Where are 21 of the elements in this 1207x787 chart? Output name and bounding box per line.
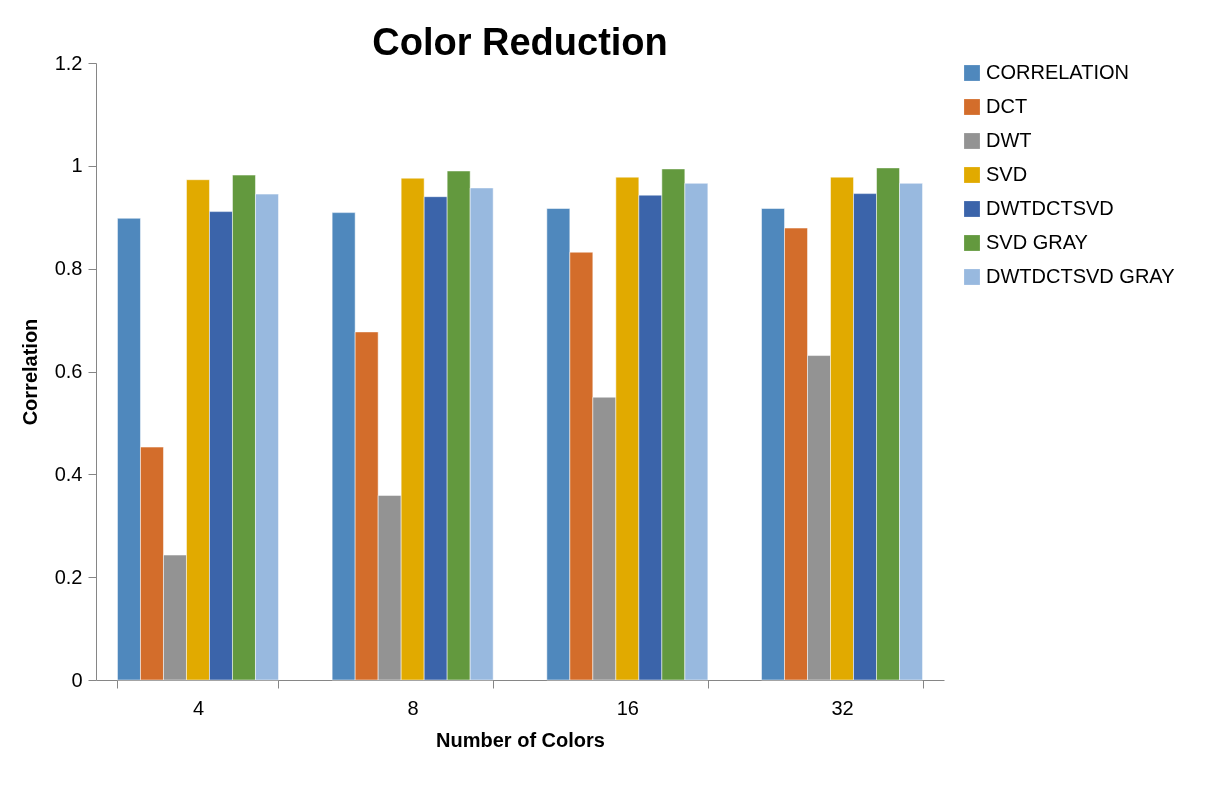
- y-tick-label: 1.2: [54, 51, 83, 74]
- y-tick-label: 0.2: [54, 565, 83, 588]
- legend-label: SVD: [986, 163, 1028, 185]
- x-axis-title: Number of Colors: [436, 728, 605, 751]
- legend-label: DWT: [986, 129, 1032, 151]
- y-tick-label: 0: [71, 668, 83, 691]
- x-tick-label: 8: [407, 696, 419, 719]
- y-tick-label: 0.4: [54, 462, 83, 485]
- y-tick-label: 0.6: [54, 360, 83, 382]
- legend-label: DWTDCTSVD GRAY: [986, 265, 1175, 287]
- y-tick-label: 1: [71, 154, 83, 177]
- legend-label: SVD GRAY: [986, 231, 1088, 253]
- chart-title: Color Reduction: [372, 21, 668, 63]
- legend-label: CORRELATION: [986, 61, 1129, 83]
- legend-label: DWTDCTSVD: [986, 197, 1114, 219]
- legend-label: DCT: [986, 95, 1028, 117]
- x-tick-label: 4: [192, 696, 205, 719]
- x-tick-label: 32: [831, 696, 854, 719]
- x-tick-label: 16: [616, 696, 639, 719]
- y-axis-title: Correlation: [18, 318, 41, 426]
- y-tick-label: 0.8: [54, 257, 83, 280]
